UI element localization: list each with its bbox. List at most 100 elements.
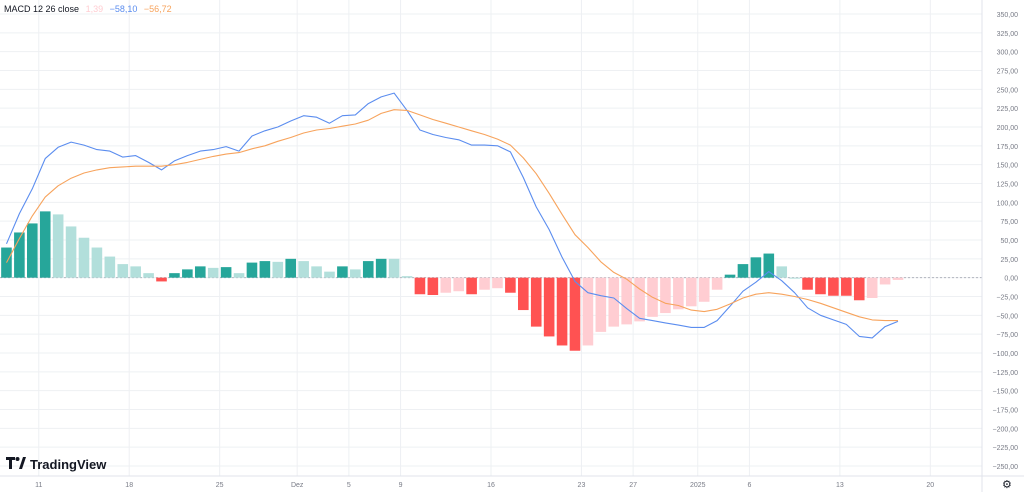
y-tick-label: 200,00 bbox=[997, 125, 1019, 132]
indicator-title[interactable]: MACD 12 26 close bbox=[4, 4, 80, 14]
chart-grid bbox=[0, 0, 982, 476]
price-axis[interactable]: 350,00 325,00 300,00 275,00 250,00 225,00 200,… bbox=[981, 0, 1019, 492]
histogram-bar bbox=[169, 273, 180, 278]
histogram-bar bbox=[879, 277, 891, 285]
histogram-bar bbox=[233, 273, 245, 278]
histogram-bar bbox=[530, 277, 542, 327]
histogram-bar bbox=[660, 277, 671, 314]
gear-icon[interactable]: ⚙ bbox=[1002, 479, 1012, 491]
histogram-bar bbox=[505, 277, 516, 293]
histogram-bar bbox=[272, 261, 284, 278]
histogram-bar bbox=[401, 276, 413, 278]
histogram-bar bbox=[543, 277, 555, 337]
histogram-bar bbox=[634, 277, 645, 322]
histogram-bar bbox=[750, 257, 762, 278]
brand-name: TradingView bbox=[30, 456, 107, 472]
histogram-bar bbox=[337, 266, 348, 278]
indicator-legend[interactable]: MACD 12 26 close 1,39 −58,10 −56,72 bbox=[4, 4, 176, 14]
histogram-bar bbox=[789, 277, 800, 279]
y-tick-label: −250,00 bbox=[993, 464, 1019, 471]
y-tick-label: −25,00 bbox=[996, 295, 1018, 302]
histogram-bar bbox=[311, 266, 322, 278]
y-tick-label: 75,00 bbox=[1000, 219, 1018, 226]
histogram-bar bbox=[853, 277, 865, 301]
histogram-bar bbox=[518, 277, 529, 311]
histogram-bar bbox=[156, 277, 167, 282]
histogram-bar bbox=[711, 277, 723, 290]
histogram-bars bbox=[1, 211, 904, 351]
histogram-bar bbox=[143, 273, 154, 278]
histogram-bar bbox=[65, 226, 77, 278]
histogram-bar bbox=[440, 277, 452, 293]
signal-line bbox=[6, 109, 898, 322]
macd-line bbox=[5, 92, 899, 339]
histogram-bar bbox=[608, 277, 620, 327]
histogram-bar bbox=[362, 261, 374, 278]
tradingview-logo-icon bbox=[6, 456, 26, 472]
y-tick-label: 300,00 bbox=[997, 50, 1019, 57]
histogram-bar bbox=[388, 258, 400, 278]
tradingview-logo[interactable]: TradingView bbox=[6, 456, 106, 472]
histogram-bar bbox=[569, 277, 581, 351]
histogram-bar bbox=[479, 277, 490, 290]
histogram-bar bbox=[582, 277, 594, 346]
histogram-bar bbox=[621, 277, 632, 325]
x-tick-label: 2025 bbox=[690, 482, 706, 489]
x-tick-label: 23 bbox=[578, 482, 586, 489]
y-tick-label: 150,00 bbox=[997, 163, 1019, 170]
histogram-bar bbox=[453, 277, 464, 292]
x-tick-label: 11 bbox=[35, 482, 42, 489]
time-axis[interactable]: 11 18 25 Dez 5 9 16 23 27 2025 6 13 20 bbox=[0, 475, 1024, 489]
histogram-bar bbox=[466, 277, 477, 295]
histogram-bar bbox=[298, 261, 309, 278]
y-tick-label: 350,00 bbox=[997, 12, 1019, 19]
y-tick-label: −225,00 bbox=[993, 445, 1019, 452]
x-tick-label: 6 bbox=[747, 482, 751, 489]
histogram-bar bbox=[802, 277, 813, 290]
x-tick-label: 9 bbox=[399, 482, 403, 489]
y-tick-label: 50,00 bbox=[1000, 238, 1018, 245]
histogram-bar bbox=[246, 262, 258, 278]
histogram-bar bbox=[182, 269, 193, 278]
histogram-bar bbox=[414, 277, 426, 295]
x-tick-label: 5 bbox=[347, 482, 351, 489]
indicator-lines bbox=[5, 92, 899, 339]
y-tick-label: 250,00 bbox=[997, 87, 1019, 94]
histogram-bar bbox=[763, 253, 775, 278]
histogram-bar bbox=[91, 247, 103, 278]
histogram-bar bbox=[724, 274, 736, 278]
x-tick-label: 25 bbox=[216, 482, 224, 489]
histogram-bar bbox=[285, 258, 297, 278]
histogram-value: 1,39 bbox=[85, 4, 104, 14]
histogram-bar bbox=[1, 247, 12, 278]
histogram-bar bbox=[595, 277, 607, 332]
y-tick-label: 0,00 bbox=[1004, 276, 1018, 283]
histogram-bar bbox=[776, 266, 788, 278]
histogram-bar bbox=[698, 277, 710, 302]
histogram-bar bbox=[130, 266, 141, 278]
histogram-bar bbox=[14, 232, 25, 278]
histogram-bar bbox=[556, 277, 568, 346]
histogram-bar bbox=[104, 256, 116, 278]
histogram-bar bbox=[892, 277, 904, 280]
histogram-bar bbox=[259, 261, 271, 278]
histogram-bar bbox=[841, 277, 852, 296]
y-tick-label: −175,00 bbox=[993, 408, 1019, 415]
histogram-bar bbox=[427, 277, 439, 295]
y-tick-label: 100,00 bbox=[997, 200, 1019, 207]
x-tick-label: Dez bbox=[291, 482, 304, 489]
histogram-bar bbox=[324, 271, 335, 278]
histogram-bar bbox=[39, 211, 51, 278]
y-tick-label: 175,00 bbox=[997, 144, 1019, 151]
histogram-bar bbox=[737, 264, 749, 278]
y-tick-label: −125,00 bbox=[993, 370, 1019, 377]
signal-value: −56,72 bbox=[143, 4, 172, 14]
x-tick-label: 20 bbox=[926, 482, 934, 489]
x-tick-label: 16 bbox=[487, 482, 495, 489]
histogram-bar bbox=[350, 269, 361, 278]
y-tick-label: −200,00 bbox=[993, 426, 1019, 433]
histogram-bar bbox=[220, 267, 232, 278]
histogram-bar bbox=[492, 277, 503, 289]
